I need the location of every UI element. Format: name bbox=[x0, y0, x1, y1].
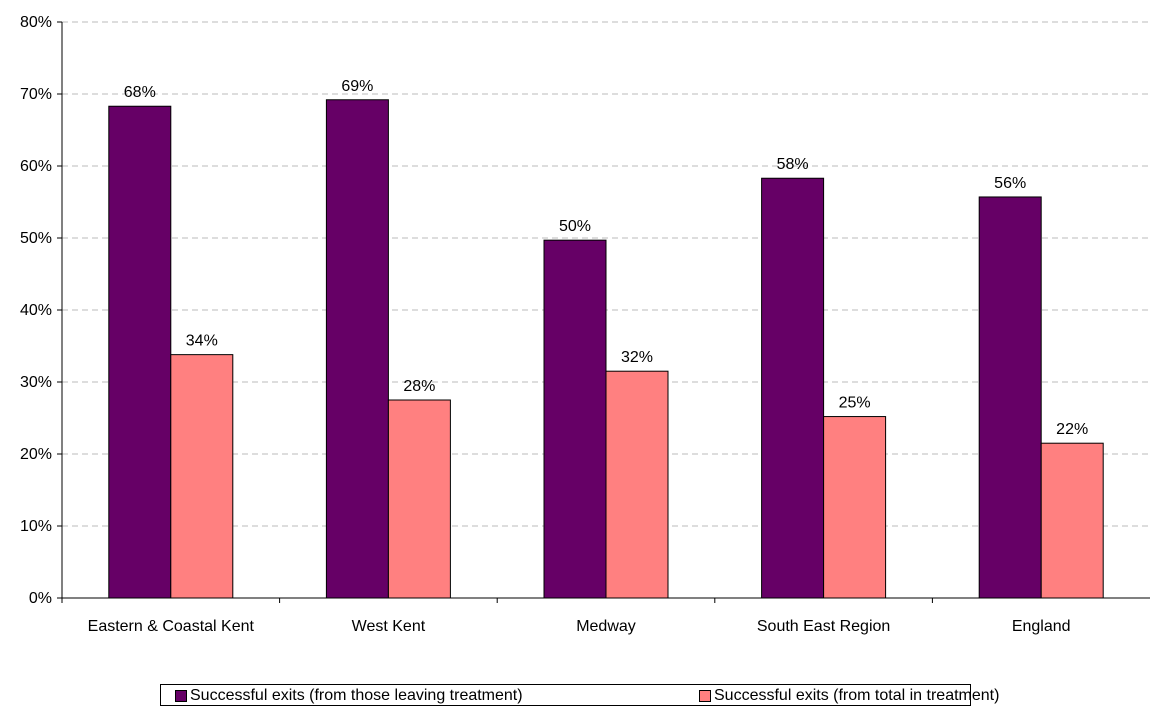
x-tick-label: England bbox=[1012, 618, 1071, 635]
data-label: 68% bbox=[124, 84, 156, 101]
data-label: 25% bbox=[839, 395, 871, 412]
y-tick-label: 70% bbox=[20, 86, 52, 103]
y-tick-label: 10% bbox=[20, 518, 52, 535]
bar bbox=[387, 399, 451, 599]
x-tick-label: West Kent bbox=[352, 618, 426, 635]
data-label: 58% bbox=[777, 156, 809, 173]
data-label: 32% bbox=[621, 349, 653, 366]
bar bbox=[543, 239, 607, 599]
y-tick-label: 80% bbox=[20, 14, 52, 31]
bar bbox=[823, 416, 887, 599]
data-label: 28% bbox=[403, 378, 435, 395]
y-tick-label: 30% bbox=[20, 374, 52, 391]
data-label: 69% bbox=[341, 78, 373, 95]
legend-label-series-2: Successful exits (from total in treatmen… bbox=[714, 687, 1000, 704]
bar bbox=[1040, 442, 1104, 599]
legend-item-series-1: Successful exits (from those leaving tre… bbox=[175, 687, 523, 705]
x-tick-label: Eastern & Coastal Kent bbox=[88, 618, 255, 635]
x-tick-label: South East Region bbox=[757, 618, 890, 635]
y-tick-label: 50% bbox=[20, 230, 52, 247]
data-label: 22% bbox=[1056, 421, 1088, 438]
legend-swatch-series-1 bbox=[175, 690, 187, 702]
y-tick-label: 0% bbox=[29, 590, 52, 607]
bar bbox=[605, 370, 669, 599]
bar bbox=[325, 99, 389, 599]
legend-label-series-1: Successful exits (from those leaving tre… bbox=[190, 687, 523, 704]
y-tick-label: 40% bbox=[20, 302, 52, 319]
legend-item-series-2: Successful exits (from total in treatmen… bbox=[699, 687, 999, 705]
bar bbox=[978, 196, 1042, 599]
bar bbox=[108, 105, 172, 599]
legend-swatch-series-2 bbox=[699, 690, 711, 702]
y-tick-label: 20% bbox=[20, 446, 52, 463]
x-tick-label: Medway bbox=[576, 618, 636, 635]
legend: Successful exits (from those leaving tre… bbox=[160, 684, 999, 706]
bar bbox=[170, 354, 234, 599]
data-label: 56% bbox=[994, 175, 1026, 192]
bar bbox=[761, 177, 825, 599]
data-label: 50% bbox=[559, 218, 591, 235]
y-tick-label: 60% bbox=[20, 158, 52, 175]
data-label: 34% bbox=[186, 333, 218, 350]
